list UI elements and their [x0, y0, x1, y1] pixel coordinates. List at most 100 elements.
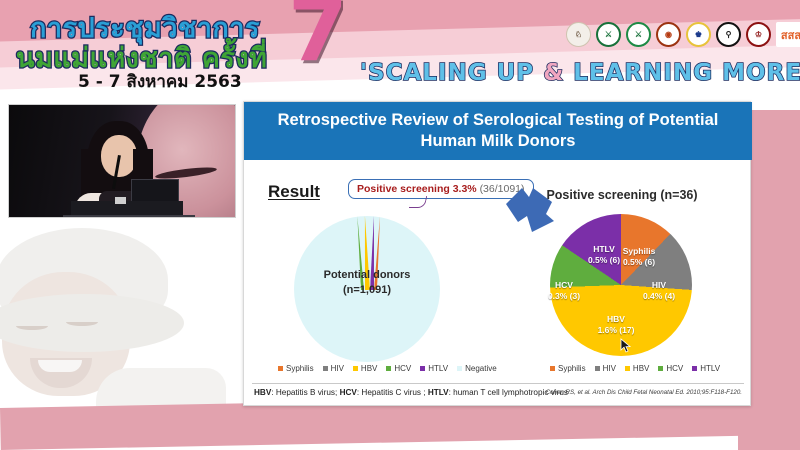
ministry-health-emblem-icon: ⚔ — [596, 22, 621, 47]
thaihealth-sss-logo-icon: สสส — [776, 22, 800, 47]
slice-label-hbv-value: 1.6% (17) — [597, 325, 635, 336]
legend2-item-hiv: HIV — [594, 364, 616, 373]
nursing-council-emblem-icon: ♔ — [746, 22, 771, 47]
slice-label-htlv-value: 0.5% (6) — [587, 255, 621, 266]
legend-item-htlv: HTLV — [420, 364, 448, 373]
legend-swatch-hcv — [386, 366, 392, 371]
child-face — [2, 272, 130, 396]
blue-bent-arrow-icon — [506, 188, 554, 232]
slice-label-htlv-name: HTLV — [593, 244, 615, 254]
source-citation: Cohen RS, et al. Arch Dis Child Fetal Ne… — [545, 389, 742, 396]
footnote-abbr-hbv: HBV — [254, 388, 272, 397]
abbreviation-footnote: HBV: Hepatitis B virus; HCV: Hepatitis C… — [254, 388, 568, 397]
legend2-swatch-syphilis — [550, 366, 555, 371]
positive-screening-callout: Positive screening 3.3% (36/1091) — [348, 179, 534, 199]
podium — [71, 201, 183, 217]
legend-item-negative: Negative — [457, 364, 497, 373]
conference-title-thai-line1: การประชุมวิชาการ — [29, 12, 261, 46]
laptop-icon — [131, 179, 179, 203]
tagline-part2: LEARNING MORE' — [564, 59, 800, 87]
legend-text-syphilis: Syphilis — [286, 364, 314, 373]
podium-base — [63, 215, 195, 217]
mouse-cursor-icon — [620, 338, 632, 353]
legend-text-hbv: HBV — [360, 364, 378, 373]
slice-label-hbv-name: HBV — [607, 314, 625, 324]
positive-screening-legend: Syphilis HIV HBV HCV HTLV — [550, 364, 720, 373]
slice-label-hiv-name: HIV — [651, 280, 667, 290]
callout-main-text: Positive screening 3.3% — [357, 183, 477, 195]
slice-label-syphilis-value: 0.5% (6) — [622, 257, 656, 268]
legend2-item-hbv: HBV — [624, 364, 650, 373]
footnote-text-hbv: : Hepatitis B virus; — [271, 388, 340, 397]
legend-swatch-htlv — [420, 366, 426, 371]
footnote-text-htlv: : human T cell lymphotropic virus — [448, 388, 568, 397]
presentation-slide: Retrospective Review of Serological Test… — [243, 101, 752, 406]
legend2-swatch-hcv — [658, 366, 664, 371]
footnote-divider — [252, 383, 744, 384]
center-label-line1: Potential donors — [323, 269, 411, 281]
department-health-emblem-icon: ⚔ — [626, 22, 651, 47]
legend-item-hcv: HCV — [386, 364, 411, 373]
legend2-text-htlv: HTLV — [700, 364, 721, 373]
legend-text-negative: Negative — [465, 364, 497, 373]
medical-council-emblem-icon: ⚲ — [716, 22, 741, 47]
child-eye-right — [66, 318, 98, 326]
child-mouth — [30, 358, 92, 388]
slice-label-hcv-value: 0.3% (3) — [547, 291, 581, 302]
slice-label-htlv: HTLV 0.5% (6) — [580, 244, 628, 266]
legend2-item-syphilis: Syphilis — [550, 364, 586, 373]
potential-donors-legend: Syphilis HIV HBV HCV HTLV Negative — [278, 364, 497, 373]
positive-screening-pie-title: Positive screening (n=36) — [546, 188, 698, 202]
speaker-video-feed[interactable] — [8, 104, 236, 218]
slide-title: Retrospective Review of Serological Test… — [244, 102, 752, 160]
legend2-swatch-htlv — [692, 366, 698, 371]
result-label: Result — [268, 182, 320, 201]
conference-edition-number: 7 — [288, 0, 348, 81]
slice-label-hiv-value: 0.4% (4) — [642, 291, 676, 302]
footnote-abbr-htlv: HTLV — [427, 388, 449, 397]
slice-label-hcv: HCV 0.3% (3) — [542, 280, 586, 302]
potential-donors-center-label: Potential donors (n=1,091) — [294, 268, 440, 298]
royal-foundation-emblem-icon: ♘ — [566, 22, 591, 47]
legend2-text-hbv: HBV — [632, 364, 650, 373]
legend-item-syphilis: Syphilis — [278, 364, 314, 373]
slice-label-syphilis-name: Syphilis — [622, 246, 656, 256]
callout-sub-text: (36/1091) — [479, 183, 525, 195]
conference-date-thai: 5 - 7 สิงหาคม 2563 — [78, 72, 242, 92]
child-teeth — [38, 360, 82, 372]
legend-swatch-syphilis — [278, 366, 283, 371]
footnote-abbr-hcv: HCV — [339, 388, 357, 397]
presenter-badge — [115, 197, 126, 204]
legend-text-hcv: HCV — [394, 364, 412, 373]
slice-label-hiv: HIV 0.4% (4) — [636, 280, 682, 302]
tagline-part1: 'SCALING UP — [359, 59, 544, 87]
legend-swatch-negative — [457, 366, 463, 371]
legend2-text-hiv: HIV — [602, 364, 616, 373]
child-hat — [0, 228, 168, 332]
thai-pediatric-emblem-icon: ◉ — [656, 22, 681, 47]
legend-swatch-hiv — [322, 366, 328, 371]
conference-title-thai-line2: นมแม่แห่งชาติ ครั้งที่ — [15, 42, 268, 76]
slice-label-hbv: HBV 1.6% (17) — [588, 314, 644, 336]
smiling-child-watermark — [0, 222, 240, 422]
center-label-line2: (n=1,091) — [343, 283, 391, 296]
child-hat-brim — [0, 294, 184, 352]
sponsor-logo-strip: ♘ ⚔ ⚔ ◉ ♚ ⚲ ♔ สสส — [566, 22, 800, 47]
legend2-text-syphilis: Syphilis — [558, 364, 586, 373]
legend-item-hiv: HIV — [322, 364, 344, 373]
footnote-text-hcv: : Hepatitis C virus ; — [356, 388, 428, 397]
legend-swatch-hbv — [352, 366, 358, 371]
legend2-swatch-hbv — [624, 366, 630, 371]
child-eye-left — [16, 322, 48, 330]
legend2-item-htlv: HTLV — [692, 364, 720, 373]
tagline-ampersand: & — [542, 59, 565, 87]
legend-item-hbv: HBV — [352, 364, 378, 373]
legend2-swatch-hiv — [594, 366, 600, 371]
slice-label-hcv-name: HCV — [555, 280, 573, 290]
potential-donors-pie-chart: Potential donors (n=1,091) — [262, 206, 492, 366]
legend-text-hiv: HIV — [330, 364, 344, 373]
legend2-text-hcv: HCV — [666, 364, 684, 373]
conference-header-banner: การประชุมวิชาการ นมแม่แห่งชาติ ครั้งที่ … — [0, 0, 800, 96]
legend2-item-hcv: HCV — [658, 364, 683, 373]
